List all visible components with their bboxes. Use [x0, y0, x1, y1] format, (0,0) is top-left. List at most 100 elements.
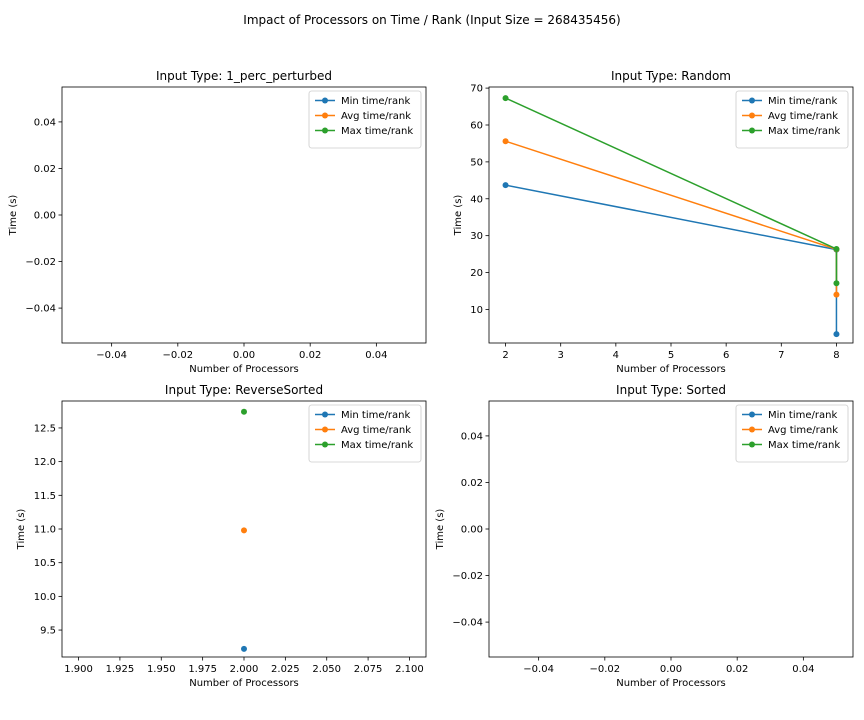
data-point [502, 138, 509, 145]
data-point [241, 645, 247, 652]
y-tick-label: 10.0 [34, 592, 56, 603]
y-axis-label: Time (s) [453, 195, 464, 237]
y-tick-label: 40 [470, 194, 483, 205]
y-axis-label: Time (s) [8, 195, 19, 237]
y-axis-label: Time (s) [16, 509, 27, 551]
y-tick-label: −0.02 [25, 257, 56, 268]
legend-marker [749, 426, 755, 433]
legend-label: Avg time/rank [768, 425, 838, 436]
x-tick-label: 8 [833, 350, 839, 361]
y-tick-label: −0.04 [25, 304, 56, 315]
legend-marker [322, 441, 328, 448]
x-tick-label: 0.00 [660, 664, 682, 675]
y-tick-label: 0.04 [34, 117, 56, 128]
legend-marker [749, 97, 755, 104]
y-axis-label: Time (s) [435, 509, 446, 551]
x-axis-label: Number of Processors [616, 678, 726, 689]
subplot-title: Input Type: Random [611, 69, 731, 83]
legend-marker [322, 127, 328, 134]
legend-label: Max time/rank [341, 126, 413, 137]
subplot-2: Input Type: Random 2 3 4 5 6 7 8 10 20 30 40 50 60 70 N… [453, 69, 854, 375]
legend-marker [322, 426, 328, 433]
x-tick-label: 1.925 [106, 664, 135, 675]
y-tick-label: 9.5 [40, 626, 56, 637]
legend-label: Max time/rank [768, 440, 840, 451]
legend: Min time/rank Avg time/rank Max time/rank [308, 404, 422, 463]
x-tick-label: 2.075 [354, 664, 383, 675]
legend-marker [322, 411, 328, 418]
legend-frame [735, 90, 849, 149]
x-tick-label: 0.04 [792, 664, 814, 675]
y-tick-label: 0.02 [34, 164, 56, 175]
x-tick-label: 7 [778, 350, 784, 361]
y-tick-label: 50 [470, 157, 483, 168]
x-tick-label: 5 [668, 350, 674, 361]
subplot-1: Input Type: 1_perc_perturbed −0.04 −0.02 0.… [8, 69, 427, 375]
x-tick-label: 0.02 [726, 664, 748, 675]
legend-label: Min time/rank [768, 410, 837, 421]
legend-label: Avg time/rank [768, 111, 838, 122]
x-tick-label: 2.100 [395, 664, 424, 675]
legend-marker [322, 97, 328, 104]
x-tick-label: −0.02 [162, 350, 193, 361]
x-axis-label: Number of Processors [189, 364, 299, 375]
data-point [502, 95, 509, 102]
y-tick-label: 30 [470, 231, 483, 242]
y-tick-label: 0.04 [461, 431, 483, 442]
legend-label: Min time/rank [768, 96, 837, 107]
x-tick-label: 1.975 [188, 664, 217, 675]
x-tick-label: 2 [502, 350, 508, 361]
x-tick-label: 2.025 [271, 664, 300, 675]
x-tick-label: 1.950 [147, 664, 176, 675]
data-point [241, 527, 247, 534]
x-tick-label: −0.04 [523, 664, 554, 675]
data-point [833, 291, 840, 298]
y-tick-label: 11.0 [34, 525, 56, 536]
legend: Min time/rank Avg time/rank Max time/rank [308, 90, 422, 149]
y-tick-label: −0.04 [452, 618, 483, 629]
x-tick-label: 6 [723, 350, 729, 361]
legend-marker [322, 112, 328, 119]
legend-label: Min time/rank [341, 410, 410, 421]
subplot-title: Input Type: 1_perc_perturbed [156, 69, 332, 83]
y-tick-label: 10.5 [34, 558, 56, 569]
legend-label: Avg time/rank [341, 111, 411, 122]
x-tick-label: 3 [558, 350, 564, 361]
legend-label: Avg time/rank [341, 425, 411, 436]
y-tick-label: 20 [470, 268, 483, 279]
x-tick-label: 4 [613, 350, 619, 361]
data-point [833, 331, 840, 338]
x-tick-label: 2.050 [312, 664, 341, 675]
x-axis-label: Number of Processors [189, 678, 299, 689]
y-tick-label: 12.0 [34, 457, 56, 468]
figure-title: Impact of Processors on Time / Rank (Inp… [243, 13, 620, 27]
x-tick-label: 0.02 [299, 350, 321, 361]
legend-frame [308, 90, 422, 149]
data-point [502, 182, 509, 189]
legend: Min time/rank Avg time/rank Max time/rank [735, 404, 849, 463]
subplot-3: Input Type: ReverseSorted 1.900 1.925 1.950… [16, 383, 427, 689]
legend-marker [749, 411, 755, 418]
legend-marker [749, 127, 755, 134]
x-tick-label: 2.000 [230, 664, 259, 675]
x-tick-label: 0.04 [365, 350, 387, 361]
y-tick-label: 0.00 [34, 211, 56, 222]
y-tick-label: 0.02 [461, 478, 483, 489]
series-line-1 [505, 184, 838, 335]
y-tick-label: 11.5 [34, 491, 56, 502]
legend-marker [749, 112, 755, 119]
legend: Min time/rank Avg time/rank Max time/rank [735, 90, 849, 149]
y-tick-label: 0.00 [461, 525, 483, 536]
x-tick-label: −0.04 [96, 350, 127, 361]
data-point [833, 280, 840, 287]
subplot-title: Input Type: ReverseSorted [165, 383, 323, 397]
x-tick-label: 1.900 [64, 664, 93, 675]
y-tick-label: 10 [470, 305, 483, 316]
legend-frame [735, 404, 849, 463]
legend-label: Max time/rank [341, 440, 413, 451]
legend-label: Max time/rank [768, 126, 840, 137]
subplot-4: Input Type: Sorted −0.04 −0.02 0.00 0.02 0.04… [435, 383, 854, 689]
data-point [833, 245, 840, 252]
y-tick-label: −0.02 [452, 571, 483, 582]
